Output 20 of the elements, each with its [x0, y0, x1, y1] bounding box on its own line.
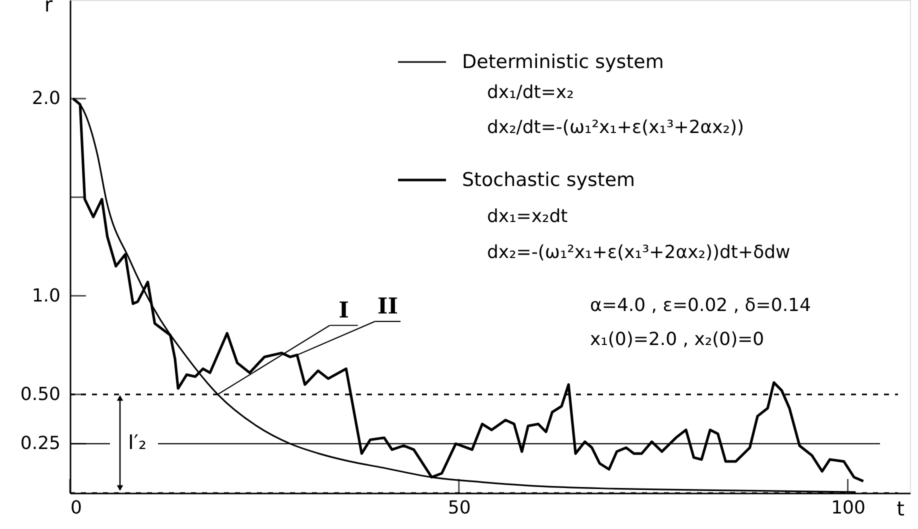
annotation: dx₁=x₂dt	[487, 206, 568, 227]
y-tick-label: 0.50	[20, 384, 60, 405]
annotation: I′₂	[128, 430, 146, 454]
annotation: α=4.0 , ε=0.02 , δ=0.14	[590, 295, 811, 316]
annotation: dx₂=-(ω₁²x₁+ε(x₁³+2αx₂))dt+δdw	[487, 242, 790, 263]
x-axis-title: t	[896, 496, 905, 520]
legend-label: Deterministic system	[462, 51, 664, 73]
x-tick-label: 50	[448, 498, 471, 518]
legend-label: Stochastic system	[462, 169, 636, 191]
annotation: I	[338, 297, 349, 324]
y-tick-label: 2.0	[32, 88, 60, 110]
y-tick-label: 1.0	[32, 285, 60, 306]
y-axis-title: r	[44, 0, 54, 16]
y-tick-label: 0.25	[20, 433, 60, 454]
annotation: dx₁/dt=x₂	[487, 82, 574, 103]
annotation: dx₂/dt=-(ω₁²x₁+ε(x₁³+2αx₂))	[487, 117, 744, 138]
x-tick-label: 100	[831, 498, 866, 518]
annotation: II	[377, 293, 398, 320]
annotation: x₁(0)=2.0 , x₂(0)=0	[590, 329, 764, 350]
x-tick-label: 0	[70, 498, 82, 518]
